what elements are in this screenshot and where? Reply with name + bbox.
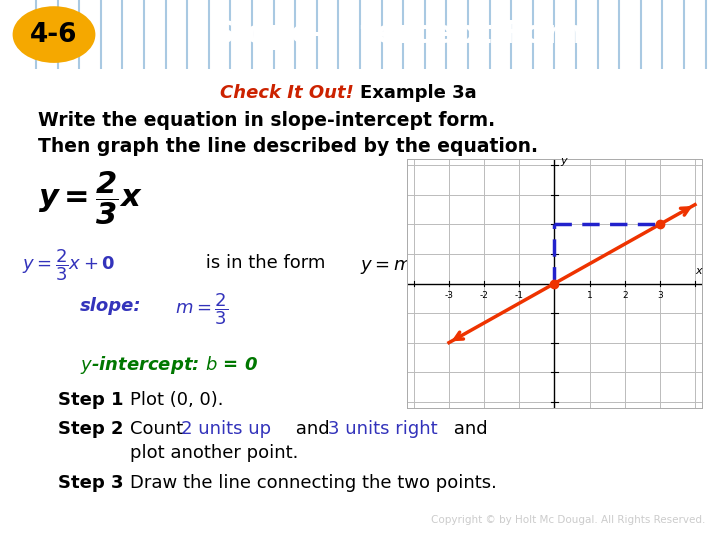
Ellipse shape <box>13 6 95 63</box>
Text: Holt McDougal Algebra 1: Holt McDougal Algebra 1 <box>14 513 170 526</box>
Text: x: x <box>696 266 702 276</box>
Text: 3 units right: 3 units right <box>328 421 438 438</box>
Text: Slope-Intercept Form: Slope-Intercept Form <box>212 19 595 50</box>
Text: -2: -2 <box>480 291 489 300</box>
Text: $y = \dfrac{2}{3}x + \mathbf{0}$: $y = \dfrac{2}{3}x + \mathbf{0}$ <box>22 247 115 283</box>
Text: y: y <box>561 156 567 166</box>
Text: $y = mx + b$.: $y = mx + b$. <box>360 254 460 276</box>
Text: is in the form: is in the form <box>200 254 331 272</box>
Text: Plot (0, 0).: Plot (0, 0). <box>130 392 223 409</box>
Text: Example 3a: Example 3a <box>360 84 477 102</box>
Text: plot another point.: plot another point. <box>130 444 298 462</box>
Text: $y$-intercept: $b$ = 0: $y$-intercept: $b$ = 0 <box>80 354 258 376</box>
Text: Count: Count <box>130 421 189 438</box>
Text: Step 1: Step 1 <box>58 392 124 409</box>
Text: Check It Out!: Check It Out! <box>220 84 360 102</box>
Text: and: and <box>448 421 487 438</box>
Text: 2: 2 <box>622 291 628 300</box>
Text: -1: -1 <box>515 291 523 300</box>
Text: $m = \dfrac{2}{3}$: $m = \dfrac{2}{3}$ <box>175 291 228 327</box>
Text: 2 units up: 2 units up <box>181 421 271 438</box>
Text: Draw the line connecting the two points.: Draw the line connecting the two points. <box>130 475 497 492</box>
Text: $\bfit{y} = \dfrac{\bfit{2}}{\bfit{3}}\bfit{x}$: $\bfit{y} = \dfrac{\bfit{2}}{\bfit{3}}\b… <box>38 169 143 227</box>
Text: Copyright © by Holt Mc Dougal. All Rights Reserved.: Copyright © by Holt Mc Dougal. All Right… <box>431 515 706 525</box>
Text: Then graph the line described by the equation.: Then graph the line described by the equ… <box>38 137 538 156</box>
Text: Write the equation in slope-intercept form.: Write the equation in slope-intercept fo… <box>38 111 495 130</box>
Text: Step 2: Step 2 <box>58 421 124 438</box>
Text: 1: 1 <box>587 291 593 300</box>
Text: Step 3: Step 3 <box>58 475 124 492</box>
Text: slope:: slope: <box>80 298 142 315</box>
Text: 4-6: 4-6 <box>30 22 78 48</box>
Text: 3: 3 <box>657 291 662 300</box>
Text: -3: -3 <box>444 291 454 300</box>
Text: and: and <box>290 421 336 438</box>
